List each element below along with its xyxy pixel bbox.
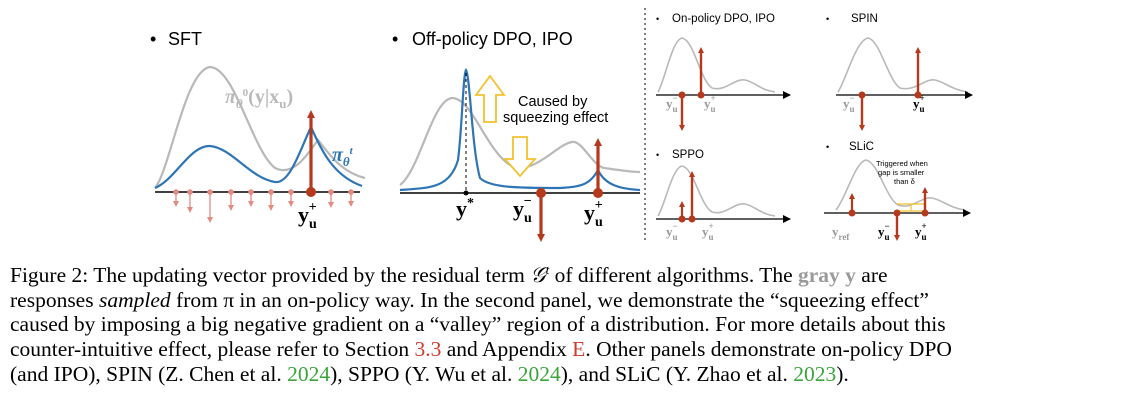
panel-title-sppo: SPPO bbox=[672, 149, 704, 161]
yminus-label-spin: yu− bbox=[843, 93, 855, 114]
bullet: • bbox=[392, 29, 398, 49]
bullet: • bbox=[150, 29, 156, 49]
panel-onpolicy: • On-policy DPO, IPO yu− yu+ bbox=[656, 13, 791, 131]
yplus-label-spin: yu+ bbox=[913, 93, 925, 114]
figure-2: • SFT πθ0(y|xu) πθt yu+ • Off- bbox=[150, 8, 973, 242]
slic-annotation-line2: gap is smaller bbox=[878, 168, 925, 177]
slic-gap-bracket bbox=[897, 203, 925, 212]
blue-curve-sft bbox=[154, 124, 363, 190]
figure-2-canvas: • SFT πθ0(y|xu) πθt yu+ • Off- bbox=[150, 8, 973, 242]
slic-annotation-line1: Triggered when bbox=[876, 159, 928, 168]
gray-curve-sppo bbox=[657, 165, 776, 217]
yminus-label-onpolicy: yu− bbox=[666, 93, 678, 114]
onpolicy-yminus-dot bbox=[678, 91, 686, 99]
slic-annotation-line3: than δ bbox=[894, 177, 915, 186]
gray-curve-slic bbox=[835, 159, 966, 211]
yplus-label-offpolicy: yu+ bbox=[584, 198, 603, 230]
yplus-label-sppo: yu+ bbox=[702, 221, 714, 242]
spin-yminus-dot bbox=[858, 91, 866, 99]
onpolicy-yplus-dot bbox=[697, 91, 705, 99]
caption-line-1: Figure 2: The updating vector provided b… bbox=[10, 262, 888, 288]
yref-label-slic: yref bbox=[832, 224, 850, 242]
gray-curve-sft bbox=[154, 65, 366, 189]
bullet: • bbox=[656, 14, 659, 24]
sppo-yplus-dot bbox=[688, 215, 696, 223]
yplus-label-sft: yu+ bbox=[298, 200, 317, 232]
gray-curve-spin bbox=[837, 37, 969, 93]
yminus-label-slic: yu− bbox=[878, 221, 890, 242]
yellow-up-arrow-icon bbox=[474, 74, 506, 123]
sft-yplus-dot bbox=[306, 187, 316, 197]
citation-link-wu[interactable]: 2024 bbox=[517, 361, 561, 386]
bullet: • bbox=[656, 150, 659, 160]
section-link[interactable]: 3.3 bbox=[414, 336, 442, 361]
slic-yref-dot bbox=[848, 209, 856, 217]
spin-yplus-dot bbox=[914, 91, 922, 99]
caption-line-5: (and IPO), SPIN (Z. Chen et al. 2024), S… bbox=[10, 361, 849, 386]
bullet: • bbox=[826, 142, 829, 152]
sft-small-dots bbox=[173, 189, 354, 195]
citation-link-zhao[interactable]: 2023 bbox=[793, 361, 837, 386]
yminus-label-offpolicy: yu− bbox=[513, 194, 532, 226]
panel-title-onpolicy: On-policy DPO, IPO bbox=[672, 13, 775, 25]
sppo-yminus-dot bbox=[678, 215, 686, 223]
caption-line-3: caused by imposing a big negative gradie… bbox=[10, 312, 946, 337]
squeeze-annotation-line1: Caused by bbox=[518, 94, 588, 110]
yellow-down-arrow-icon bbox=[503, 136, 537, 178]
squeeze-annotation-line2: squeezing effect bbox=[503, 110, 608, 126]
bullet: • bbox=[826, 14, 829, 24]
slic-yplus-dot bbox=[921, 209, 929, 217]
ystar-label: y* bbox=[456, 196, 474, 221]
ystar-dot bbox=[463, 190, 469, 196]
citation-link-chen[interactable]: 2024 bbox=[287, 361, 331, 386]
panel-title-sft: SFT bbox=[168, 29, 202, 49]
slic-yminus-dot bbox=[893, 209, 901, 217]
offpolicy-yplus-dot bbox=[593, 188, 603, 198]
panel-sft: • SFT πθ0(y|xu) πθt yu+ bbox=[150, 29, 366, 232]
sft-small-down-arrows bbox=[173, 192, 354, 223]
caption-line-2: responses sampled from π in an on-policy… bbox=[10, 287, 929, 312]
figure-caption: Figure 2: The updating vector provided b… bbox=[10, 258, 1126, 386]
gray-curve-label-sft: πθ0(y|xu) bbox=[225, 86, 293, 111]
yplus-label-onpolicy: yu+ bbox=[704, 93, 716, 114]
gray-curve-onpolicy bbox=[657, 37, 776, 93]
panel-title-spin: SPIN bbox=[851, 13, 878, 25]
panel-slic: • SLiC Triggered when gap is smaller tha… bbox=[824, 141, 971, 242]
appendix-link[interactable]: E bbox=[572, 336, 586, 361]
caption-line-4: counter-intuitive effect, please refer t… bbox=[10, 336, 952, 361]
gray-y-highlight: gray y bbox=[798, 263, 856, 288]
policy-label-sft: πθt bbox=[332, 144, 354, 169]
panel-title-offpolicy: Off-policy DPO, IPO bbox=[412, 29, 573, 49]
offpolicy-yminus-dot bbox=[536, 188, 546, 198]
panel-title-slic: SLiC bbox=[849, 141, 874, 153]
panel-offpolicy: • Off-policy DPO, IPO Caused by squeezin… bbox=[392, 29, 641, 242]
panel-spin: • SPIN yu− yu+ bbox=[826, 13, 973, 131]
panel-sppo: • SPPO yu− yu+ bbox=[656, 149, 791, 242]
yminus-label-sppo: yu− bbox=[666, 221, 678, 242]
yplus-label-slic: yu+ bbox=[915, 221, 927, 242]
